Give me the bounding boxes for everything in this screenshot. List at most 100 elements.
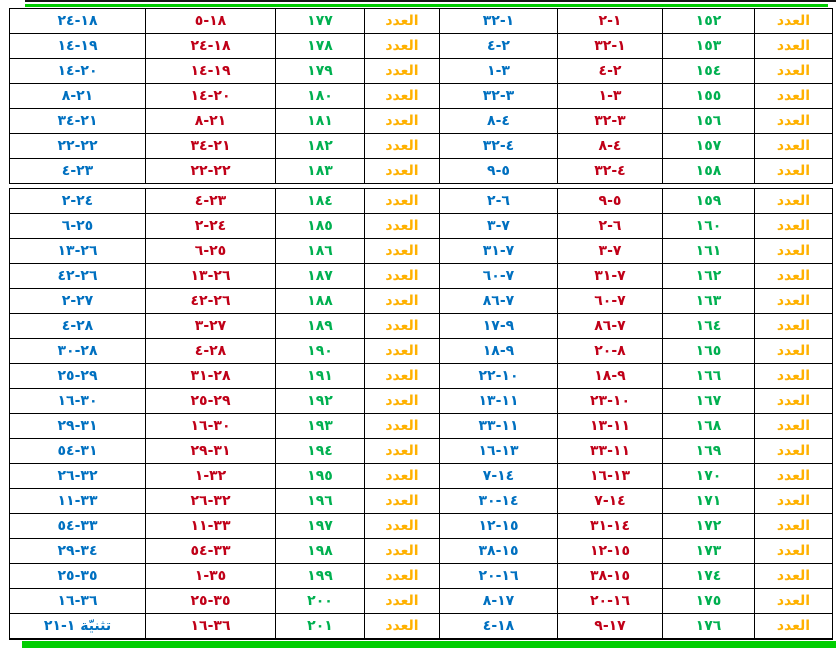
cell-day-number: ١٧٥ — [662, 588, 755, 614]
cell-book-label: العدد — [364, 413, 440, 439]
table-row: العدد ١٧٢ ١٤-٣١ ١٥-١٢ العدد ١٩٧ ٣٣-١١ ٣٣-٥٤ — [9, 513, 833, 539]
cell-end-ref: ٢٧-٢ — [9, 288, 146, 314]
cell-day-number: ١٥٨ — [662, 158, 755, 184]
table-row: العدد ١٧٠ ١٣-١٦ ١٤-٧ العدد ١٩٥ ٣٢-١ ٣٢-٢٦ — [9, 463, 833, 489]
cell-start-ref: ١٦-٢٠ — [557, 588, 663, 614]
cell-end-ref: ٢٥-٦ — [9, 213, 146, 239]
table-row: العدد ١٧٥ ١٦-٢٠ ١٧-٨ العدد ٢٠٠ ٣٥-٢٥ ٣٦-١٦ — [9, 588, 833, 614]
cell-day-number: ١٥٥ — [662, 83, 755, 109]
cell-book-label: العدد — [754, 613, 833, 640]
cell-day-number: ١٩٩ — [275, 563, 365, 589]
cell-book-label: العدد — [754, 288, 833, 314]
cell-book-label: العدد — [754, 263, 833, 289]
bottom-green-divider — [22, 641, 836, 648]
cell-start-ref: ٧-٨٦ — [557, 313, 663, 339]
cell-end-ref: ١٤-٧ — [439, 463, 558, 489]
cell-book-label: العدد — [364, 338, 440, 364]
cell-end-ref: ٣٠-١٦ — [9, 388, 146, 414]
cell-book-label: العدد — [364, 313, 440, 339]
cell-start-ref: ٢٦-٤٢ — [145, 288, 276, 314]
cell-day-number: ١٥٣ — [662, 33, 755, 59]
cell-start-ref: ٣-١ — [557, 83, 663, 109]
table-row: العدد ١٥٢ ١-٢ ١-٣٢ العدد ١٧٧ ١٨-٥ ١٨-٢٤ — [9, 8, 833, 34]
cell-day-number: ١٧٠ — [662, 463, 755, 489]
cell-book-label: العدد — [754, 58, 833, 84]
cell-book-label: العدد — [364, 33, 440, 59]
cell-book-label: العدد — [364, 213, 440, 239]
table-row: العدد ١٥٨ ٤-٣٢ ٥-٩ العدد ١٨٣ ٢٢-٢٢ ٢٣-٤ — [9, 158, 833, 184]
cell-day-number: ١٨١ — [275, 108, 365, 134]
cell-day-number: ١٧٦ — [662, 613, 755, 640]
cell-book-label: العدد — [754, 238, 833, 264]
cell-day-number: ١٨٥ — [275, 213, 365, 239]
cell-book-label: العدد — [754, 538, 833, 564]
cell-book-label: العدد — [364, 58, 440, 84]
table-row: العدد ١٦١ ٧-٣ ٧-٣١ العدد ١٨٦ ٢٥-٦ ٢٦-١٣ — [9, 238, 833, 264]
cell-book-label: العدد — [754, 108, 833, 134]
cell-book-label: العدد — [364, 238, 440, 264]
cell-day-number: ١٩٤ — [275, 438, 365, 464]
table-row: العدد ١٥٧ ٤-٨ ٤-٣٢ العدد ١٨٢ ٢١-٣٤ ٢٢-٢٢ — [9, 133, 833, 159]
table-row: العدد ١٥٦ ٣-٣٢ ٤-٨ العدد ١٨١ ٢١-٨ ٢١-٣٤ — [9, 108, 833, 134]
cell-start-ref: ١٨-٢٤ — [145, 33, 276, 59]
cell-end-ref: ٢٦-١٣ — [9, 238, 146, 264]
cell-day-number: ١٨٦ — [275, 238, 365, 264]
cell-start-ref: ٢٢-٢٢ — [145, 158, 276, 184]
cell-end-ref: ٣-١ — [439, 58, 558, 84]
cell-start-ref: ١٥-٣٨ — [557, 563, 663, 589]
cell-end-ref: ٢٨-٤ — [9, 313, 146, 339]
cell-start-ref: ٣٣-٥٤ — [145, 538, 276, 564]
cell-book-label: العدد — [754, 588, 833, 614]
cell-end-ref: ١٥-٣٨ — [439, 538, 558, 564]
table-row: العدد ١٦٤ ٧-٨٦ ٩-١٧ العدد ١٨٩ ٢٧-٣ ٢٨-٤ — [9, 313, 833, 339]
cell-day-number: ١٩٣ — [275, 413, 365, 439]
cell-day-number: ١٩٠ — [275, 338, 365, 364]
cell-end-ref: ١٨-٤ — [439, 613, 558, 640]
table-row: العدد ١٦٨ ١١-١٣ ١١-٣٣ العدد ١٩٣ ٣٠-١٦ ٣١-٢٩ — [9, 413, 833, 439]
cell-day-number: ١٦٥ — [662, 338, 755, 364]
cell-book-label: العدد — [364, 8, 440, 34]
cell-day-number: ١٦٦ — [662, 363, 755, 389]
cell-book-label: العدد — [364, 438, 440, 464]
cell-end-ref: ٢٣-٤ — [9, 158, 146, 184]
cell-day-number: ١٨٨ — [275, 288, 365, 314]
cell-end-ref: ٢١-٨ — [9, 83, 146, 109]
cell-end-ref: ١٥-١٢ — [439, 513, 558, 539]
cell-end-ref: ١٦-٢٠ — [439, 563, 558, 589]
cell-day-number: ١٧٤ — [662, 563, 755, 589]
cell-start-ref: ٤-٨ — [557, 133, 663, 159]
cell-day-number: ١٨٠ — [275, 83, 365, 109]
cell-book-label: العدد — [754, 83, 833, 109]
cell-end-ref: ٣٥-٢٥ — [9, 563, 146, 589]
cell-start-ref: ١١-٣٣ — [557, 438, 663, 464]
cell-end-ref: ٣-٣٢ — [439, 83, 558, 109]
cell-start-ref: ٢٨-٤ — [145, 338, 276, 364]
cell-book-label: العدد — [364, 188, 440, 214]
cell-end-ref: ٦-٢ — [439, 188, 558, 214]
cell-start-ref: ١٨-٥ — [145, 8, 276, 34]
cell-end-ref: ٤-٨ — [439, 108, 558, 134]
cell-day-number: ١٦٢ — [662, 263, 755, 289]
cell-day-number: ٢٠١ — [275, 613, 365, 640]
cell-end-ref: ٣٦-١٦ — [9, 588, 146, 614]
cell-book-label: العدد — [364, 463, 440, 489]
cell-end-ref: ٣١-٥٤ — [9, 438, 146, 464]
cell-book-label: العدد — [364, 158, 440, 184]
cell-day-number: ١٦٨ — [662, 413, 755, 439]
cell-start-ref: ٣-٣٢ — [557, 108, 663, 134]
cell-start-ref: ٦-٢ — [557, 213, 663, 239]
cell-start-ref: ٣٢-٢٦ — [145, 488, 276, 514]
cell-day-number: ١٧٨ — [275, 33, 365, 59]
cell-start-ref: ١٤-٧ — [557, 488, 663, 514]
cell-end-ref: ١٨-٢٤ — [9, 8, 146, 34]
cell-day-number: ١٧٧ — [275, 8, 365, 34]
cell-end-ref: ٢٦-٤٢ — [9, 263, 146, 289]
cell-start-ref: ٣٢-١ — [145, 463, 276, 489]
cell-day-number: ١٥٤ — [662, 58, 755, 84]
cell-day-number: ١٧٢ — [662, 513, 755, 539]
cell-book-label: العدد — [754, 438, 833, 464]
table-row: العدد ١٥٣ ١-٣٢ ٢-٤ العدد ١٧٨ ١٨-٢٤ ١٩-١٤ — [9, 33, 833, 59]
cell-book-label: العدد — [754, 513, 833, 539]
cell-book-label: العدد — [364, 563, 440, 589]
